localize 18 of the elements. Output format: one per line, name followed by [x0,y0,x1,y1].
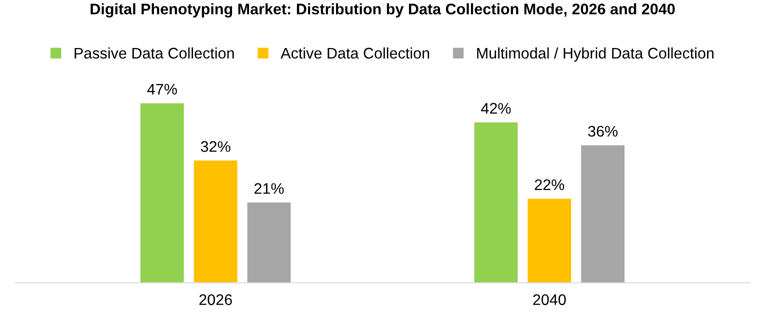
x-tick-label: 2040 [533,294,566,306]
data-label: 42% [481,102,511,114]
bar [528,198,572,283]
legend-label: Active Data Collection [280,47,430,59]
bar [247,202,291,283]
data-label: 21% [254,183,284,194]
bar [194,160,238,283]
data-label: 22% [534,179,564,190]
bar [581,145,625,283]
chart-title: Digital Phenotyping Market: Distribution by Data Collection Mode, 2026 and 2040 [90,3,675,18]
data-label: 32% [200,141,230,152]
bar [140,103,184,283]
x-tick-label: 2026 [199,294,232,306]
legend-label: Multimodal / Hybrid Data Collection [477,47,714,62]
data-label: 36% [588,126,618,137]
bar [474,122,518,283]
data-label: 47% [147,84,177,95]
legend-label: Passive Data Collection [74,47,234,59]
